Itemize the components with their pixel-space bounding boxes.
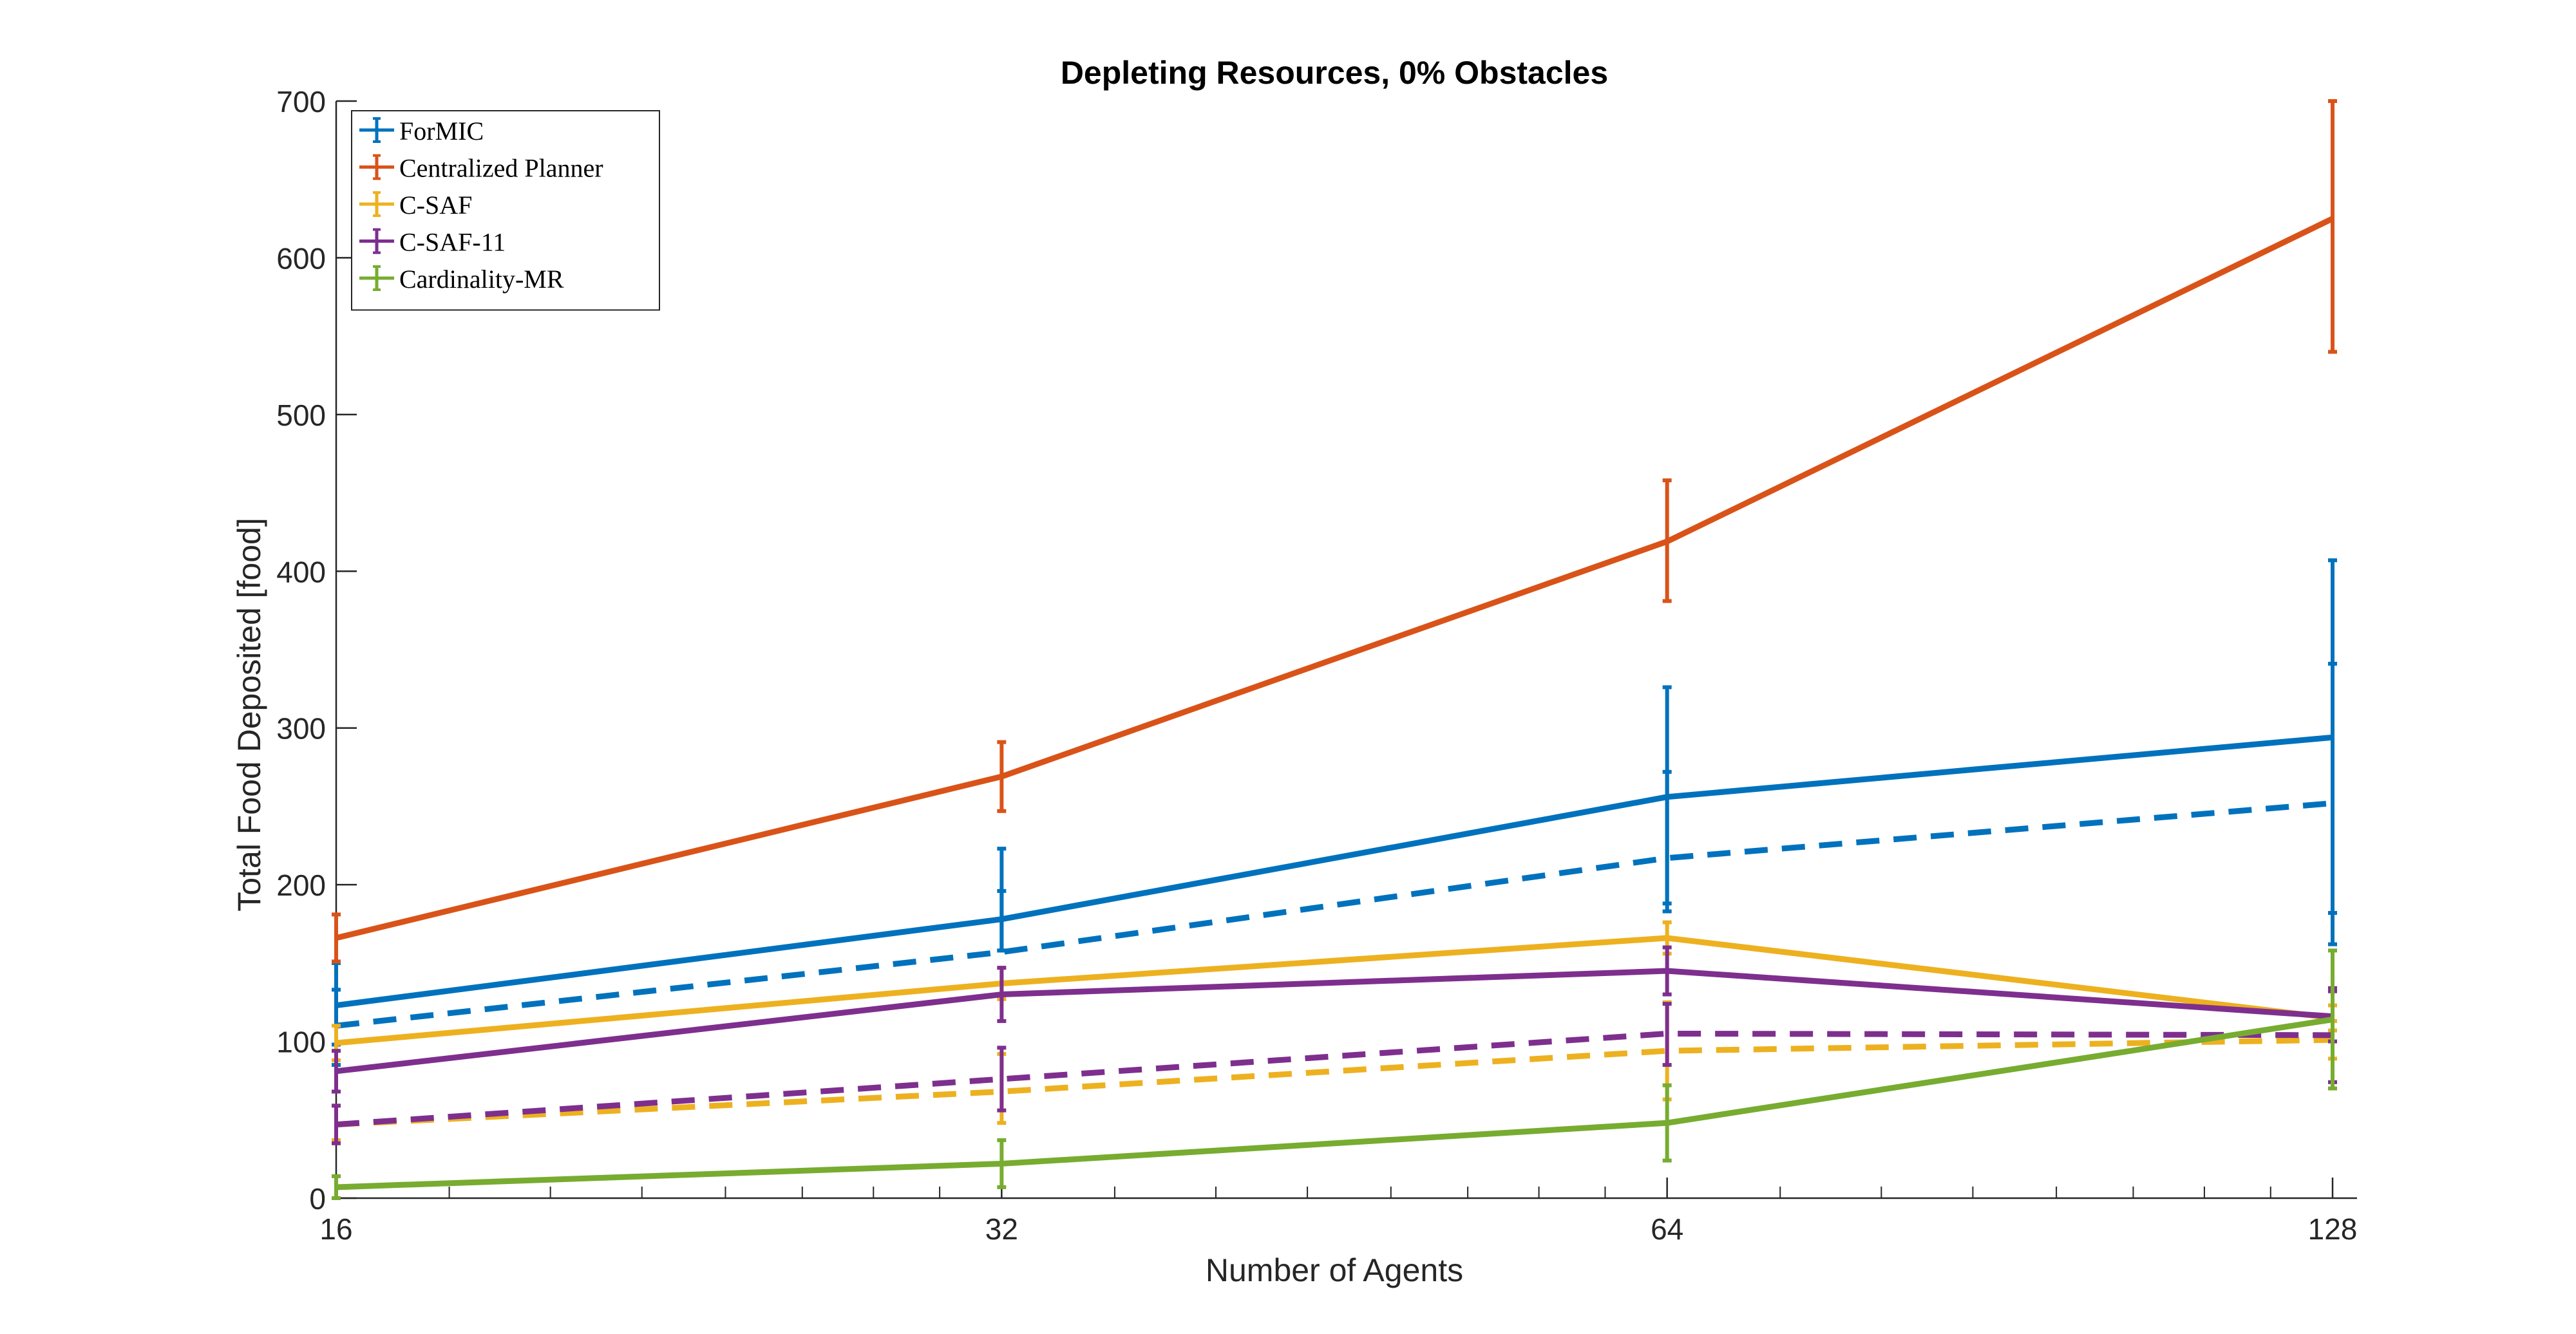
y-tick-label: 700	[276, 85, 326, 118]
x-axis-label: Number of Agents	[1206, 1252, 1463, 1288]
legend-item: ForMIC	[359, 117, 484, 146]
x-tick-label: 128	[2308, 1212, 2358, 1246]
y-tick-label: 200	[276, 869, 326, 902]
legend-item: C-SAF	[359, 191, 472, 220]
y-axis-label: Total Food Deposited [food]	[231, 518, 267, 912]
y-tick-label: 600	[276, 241, 326, 275]
legend-label: C-SAF	[399, 191, 472, 220]
legend-label: Cardinality-MR	[399, 265, 564, 294]
legend-label: ForMIC	[399, 117, 484, 146]
legend: ForMIC Centralized Planner C-SAF C-SAF-11 Ca…	[352, 111, 659, 310]
y-tick-label: 400	[276, 555, 326, 588]
y-tick-label: 300	[276, 712, 326, 746]
legend-label: C-SAF-11	[399, 228, 506, 257]
legend-label: Centralized Planner	[399, 154, 603, 183]
y-tick-label: 500	[276, 399, 326, 432]
x-tick-label: 16	[319, 1212, 352, 1246]
y-tick-label: 100	[276, 1026, 326, 1059]
chart-title: Depleting Resources, 0% Obstacles	[1061, 55, 1608, 91]
x-tick-label: 32	[985, 1212, 1018, 1246]
y-tick-label: 0	[309, 1182, 326, 1216]
x-tick-label: 64	[1651, 1212, 1683, 1246]
